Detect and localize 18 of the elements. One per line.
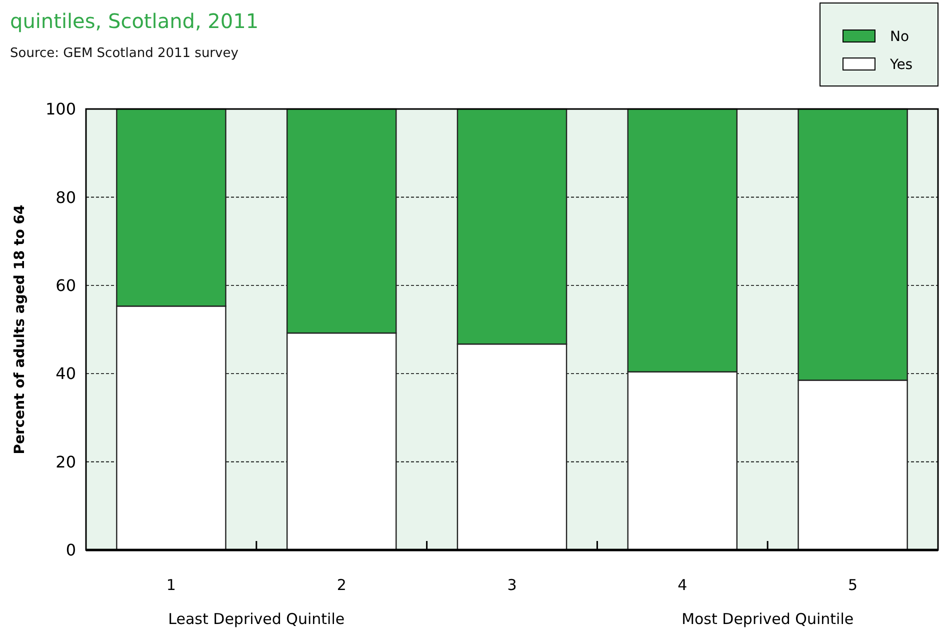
chart-subtitle: Source: GEM Scotland 2011 survey bbox=[10, 46, 239, 61]
y-tick-label: 40 bbox=[56, 364, 76, 384]
legend-label: Yes bbox=[889, 56, 913, 73]
y-tick-label: 100 bbox=[45, 100, 76, 119]
x-tick-label: 5 bbox=[848, 576, 858, 594]
x-tick-label: 3 bbox=[507, 576, 517, 594]
legend-label: No bbox=[890, 28, 910, 45]
y-axis-title: Percent of adults aged 18 to 64 bbox=[12, 204, 28, 454]
x-tick-label: 2 bbox=[336, 576, 346, 594]
y-tick-label: 0 bbox=[66, 540, 76, 560]
x-tick-label: 4 bbox=[678, 576, 688, 594]
text: Most Deprived Quintile bbox=[682, 610, 854, 628]
y-tick-label: 60 bbox=[56, 276, 76, 295]
x-tick-label: 1 bbox=[166, 576, 176, 594]
y-tick-label: 20 bbox=[56, 452, 76, 472]
chart-title: quintiles, Scotland, 2011 bbox=[10, 9, 259, 33]
y-tick-label: 80 bbox=[56, 188, 76, 207]
text: Least Deprived Quintile bbox=[168, 610, 345, 628]
